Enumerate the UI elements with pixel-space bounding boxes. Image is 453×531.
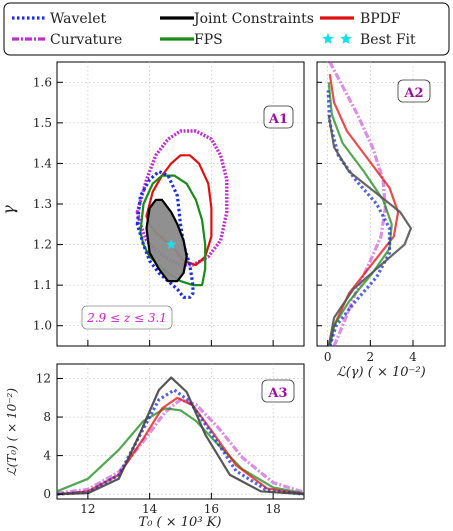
a2-tick-label-x: 4 bbox=[409, 350, 417, 364]
legend: Wavelet Curvature Joint Constraints FPS BPDF… bbox=[3, 2, 450, 56]
a1-tick-label-y: 1.0 bbox=[33, 319, 52, 333]
legend-item-wavelet: Wavelet bbox=[12, 11, 106, 27]
a2-tick-label-x: 2 bbox=[367, 350, 375, 364]
legend-item-joint-constraints: Joint Constraints bbox=[160, 11, 314, 27]
legend-label-fps: FPS bbox=[194, 32, 223, 48]
a3-line-fps bbox=[56, 407, 305, 495]
legend-marker-best-fit bbox=[322, 33, 334, 44]
panel-a1-label-box: A1 bbox=[263, 105, 294, 129]
legend-label-bpdf: BPDF bbox=[360, 11, 401, 27]
legend-label-wavelet: Wavelet bbox=[50, 11, 106, 27]
panel-a2-label-box: A2 bbox=[397, 79, 431, 103]
panel-a2-xlabel: ℒ(γ) ( × 10⁻²) bbox=[336, 365, 425, 380]
a1-tick-label-y: 1.6 bbox=[33, 75, 52, 89]
panel-a3-ylabel: ℒ(T₀) ( × 10⁻²) bbox=[5, 388, 19, 476]
a1-tick-label-y: 1.4 bbox=[33, 156, 52, 170]
a3-line-joint-constraints bbox=[56, 376, 305, 496]
a3-tick-label-x: 14 bbox=[142, 502, 158, 516]
a3-tick-label-y: 4 bbox=[43, 449, 51, 463]
legend-item-best-fit: Best Fit bbox=[322, 32, 416, 48]
a1-best-fit-marker bbox=[166, 239, 177, 249]
panel-a3-label-box: A3 bbox=[261, 379, 295, 403]
a2-line-joint-constraints bbox=[327, 114, 412, 347]
panel-a1-ylabel: γ bbox=[0, 205, 18, 215]
legend-marker-best-fit bbox=[340, 33, 352, 44]
legend-label-curvature: Curvature bbox=[50, 32, 122, 48]
a3-line-bpdf bbox=[56, 396, 305, 496]
a3-tick-label-y: 0 bbox=[43, 487, 51, 501]
panel-a3-label: A3 bbox=[267, 386, 287, 401]
a1-contour-joint-constraints bbox=[145, 198, 188, 283]
a3-tick-label-y: 8 bbox=[43, 410, 51, 424]
a2-tick-label-x: 0 bbox=[324, 350, 332, 364]
a1-tick-label-y: 1.1 bbox=[33, 278, 52, 292]
redshift-annotation: 2.9 ≤ z ≤ 3.1 bbox=[86, 311, 167, 325]
a3-tick-label-y: 12 bbox=[36, 371, 51, 385]
a3-tick-label-x: 16 bbox=[204, 502, 219, 516]
redshift-annotation-box: 2.9 ≤ z ≤ 3.1 bbox=[81, 305, 173, 330]
legend-label-joint-constraints: Joint Constraints bbox=[192, 11, 314, 27]
panel-a1: 1.0 1.1 1.2 1.3 1.4 1.5 1.6 A1 2.9 ≤ z ≤ 3.1 γ bbox=[0, 61, 305, 347]
legend-box bbox=[3, 2, 450, 56]
a3-line-curvature bbox=[56, 398, 305, 495]
a1-tick-label-y: 1.5 bbox=[33, 116, 52, 130]
a3-tick-label-x: 18 bbox=[265, 502, 280, 516]
a3-line-wavelet bbox=[56, 388, 305, 496]
panel-a3-xlabel: T₀ ( × 10³ K) bbox=[139, 515, 222, 530]
a2-line-wavelet bbox=[326, 90, 392, 347]
a1-contour-wavelet bbox=[135, 169, 195, 299]
legend-label-best-fit: Best Fit bbox=[360, 32, 416, 48]
a2-line-fps bbox=[327, 82, 393, 347]
legend-item-curvature: Curvature bbox=[12, 32, 122, 48]
a1-tick-label-y: 1.3 bbox=[33, 197, 52, 211]
panel-a1-label: A1 bbox=[268, 112, 288, 127]
panel-a2: 0 2 4 A2 ℒ(γ) ( × 10⁻²) bbox=[316, 61, 446, 380]
a1-tick-label-y: 1.2 bbox=[33, 238, 52, 252]
a3-tick-label-x: 12 bbox=[80, 502, 95, 516]
panel-a3-frame bbox=[56, 363, 305, 500]
panel-a2-label: A2 bbox=[403, 86, 423, 101]
legend-item-fps: FPS bbox=[160, 32, 223, 48]
panel-a3: 0 4 8 12 12 14 16 18 A3 T₀ ( × 10³ K) ℒ(T₀) ( ×… bbox=[5, 363, 305, 530]
legend-item-bpdf: BPDF bbox=[320, 11, 401, 27]
